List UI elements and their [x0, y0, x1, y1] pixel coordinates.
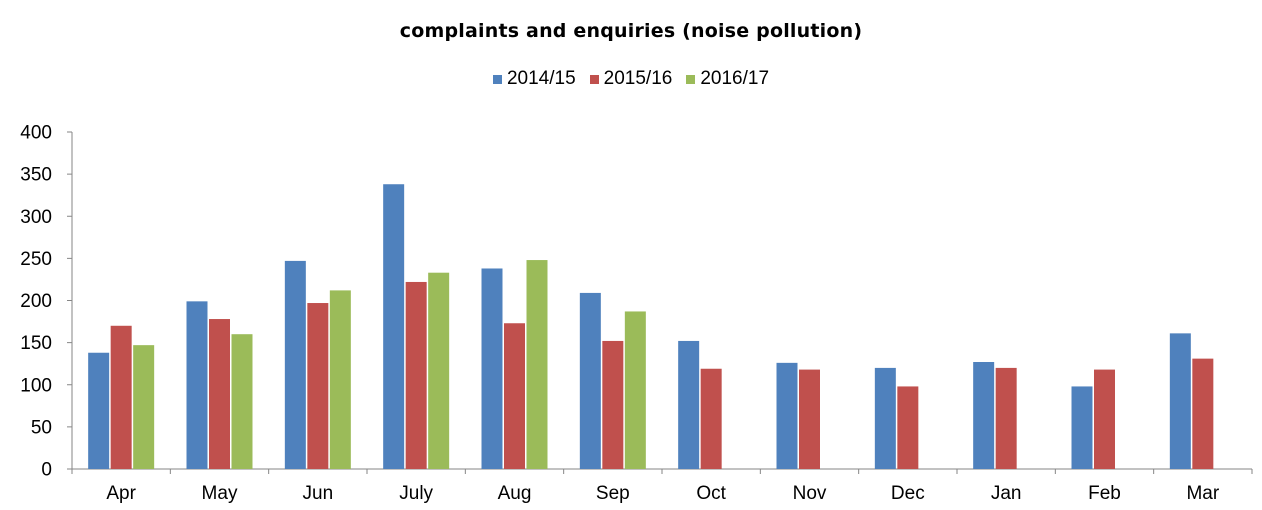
x-tick-label: Oct: [696, 483, 726, 504]
chart-title: complaints and enquiries (noise pollutio…: [399, 20, 863, 42]
y-tick-label: 300: [20, 207, 52, 228]
legend-swatch-series-1: [492, 74, 502, 84]
x-tick-label: Dec: [891, 483, 925, 504]
legend-label-series-3: 2016/17: [700, 68, 770, 89]
y-tick-label: 0: [41, 460, 52, 481]
bar: [1192, 358, 1214, 469]
bar: [186, 301, 208, 469]
legend-item-series-3: 2016/17: [686, 68, 769, 90]
bar: [231, 334, 253, 469]
bar: [799, 369, 820, 469]
bar: [110, 325, 132, 469]
bar: [307, 303, 329, 469]
x-tick-label: Jun: [303, 483, 334, 504]
x-tick-label: July: [399, 483, 433, 504]
bar: [678, 340, 700, 469]
bar: [284, 260, 306, 469]
bar: [700, 368, 722, 469]
bar: [973, 362, 995, 469]
bar: [1094, 369, 1115, 469]
bar: [428, 272, 450, 469]
bar: [329, 290, 351, 469]
bar: [405, 281, 427, 469]
x-tick-label: Nov: [793, 483, 827, 504]
x-tick-label: Apr: [106, 483, 136, 504]
legend-item-series-1: 2014/15: [492, 68, 576, 90]
bar: [995, 367, 1017, 469]
y-tick-label: 200: [20, 291, 52, 312]
x-tick-label: May: [202, 483, 238, 504]
bar: [504, 323, 525, 469]
bar: [874, 367, 896, 469]
y-tick-label: 50: [31, 417, 52, 438]
bar: [481, 268, 503, 469]
x-tick-label: Feb: [1088, 483, 1121, 504]
legend-label-series-1: 2014/15: [506, 68, 576, 89]
bar: [209, 319, 230, 469]
bar: [383, 184, 405, 470]
x-tick-label: Jan: [991, 483, 1022, 504]
chart-legend: 2014/15 2015/16 2016/17: [0, 68, 1262, 90]
y-tick-label: 150: [20, 333, 52, 354]
y-tick-label: 250: [20, 249, 52, 270]
bar: [624, 311, 646, 469]
bar: [88, 352, 110, 469]
x-tick-label: Aug: [498, 483, 532, 504]
legend-swatch-series-3: [686, 74, 696, 84]
bar: [1169, 333, 1191, 469]
bar: [526, 260, 548, 469]
bar: [133, 345, 155, 469]
bar: [897, 386, 919, 469]
y-tick-label: 400: [20, 123, 52, 144]
y-tick-label: 350: [20, 165, 52, 186]
bar: [602, 340, 624, 469]
legend-item-series-2: 2015/16: [589, 68, 673, 90]
x-tick-label: Mar: [1186, 483, 1219, 504]
y-tick-label: 100: [20, 375, 52, 396]
bar: [776, 362, 798, 469]
x-tick-label: Sep: [596, 483, 630, 504]
bar: [1071, 386, 1093, 469]
legend-swatch-series-2: [589, 74, 599, 84]
legend-label-series-2: 2015/16: [603, 68, 673, 89]
bar: [579, 292, 601, 469]
